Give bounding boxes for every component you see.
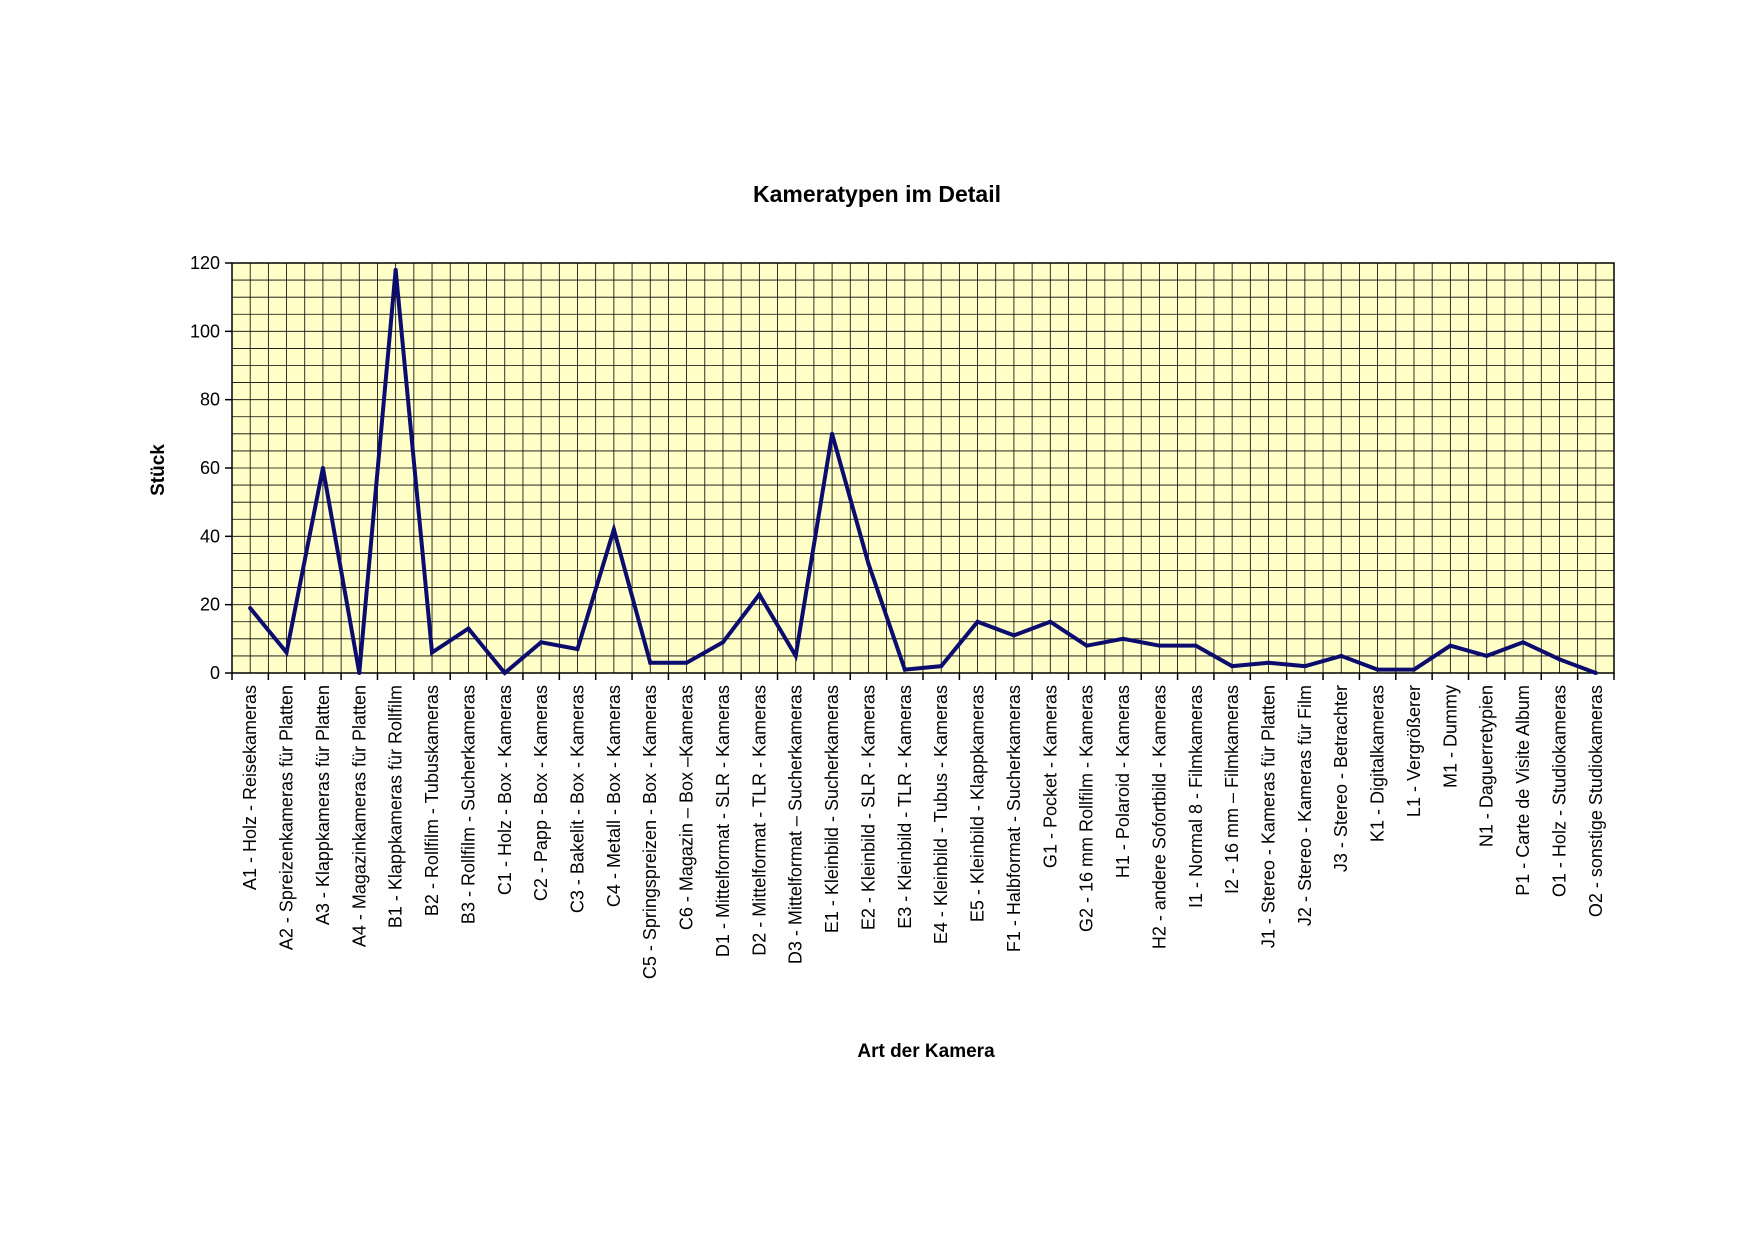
data-point <box>1011 633 1016 638</box>
data-point <box>393 267 398 272</box>
x-category-label: F1 - Halbformat - Sucherkameras <box>1004 685 1024 952</box>
x-category-label: I1 - Normal 8 - Filmkameras <box>1186 685 1206 908</box>
y-tick-label: 0 <box>210 663 220 683</box>
data-point <box>1375 667 1380 672</box>
x-category-label: N1 - Daguerretypien <box>1477 685 1497 847</box>
data-point <box>1230 664 1235 669</box>
data-point <box>357 671 362 675</box>
x-category-label: O1 - Holz - Studiokameras <box>1549 685 1569 897</box>
data-point <box>866 561 871 566</box>
y-axis-ticks: 0 20 40 60 80 100 120 <box>190 253 232 683</box>
x-category-label: L1 - Vergrößerer <box>1404 685 1424 817</box>
data-point <box>539 640 544 645</box>
x-axis-title: Art der Kamera <box>857 1041 995 1062</box>
x-category-label: E5 - Kleinbild - Klappkameras <box>968 685 988 922</box>
data-point <box>575 647 580 652</box>
data-point <box>1193 643 1198 648</box>
data-point <box>1521 640 1526 645</box>
data-point <box>939 664 944 669</box>
x-category-label: E4 - Kleinbild - Tubus - Kameras <box>931 685 951 944</box>
data-point <box>1339 653 1344 658</box>
x-category-label: H2 - andere Sofortbild - Kameras <box>1149 685 1169 949</box>
data-point <box>1121 636 1126 641</box>
x-category-label: G2 - 16 mm Rollfilm - Kameras <box>1077 685 1097 932</box>
x-category-label: B1 - Klappkameras für Rollfilm <box>386 685 406 928</box>
x-category-label: I2 - 16 mm – Filmkameras <box>1222 685 1242 894</box>
data-point <box>1266 660 1271 665</box>
data-point <box>1411 667 1416 672</box>
series-line <box>248 269 1597 676</box>
data-point <box>757 592 762 597</box>
y-tick-label: 80 <box>200 390 220 410</box>
x-category-label: D3 - Mittelformat – Sucherkameras <box>786 685 806 964</box>
y-tick-label: 20 <box>200 595 220 615</box>
data-points <box>248 267 1598 675</box>
x-category-label: H1 - Polaroid - Kameras <box>1113 685 1133 878</box>
horizontal-gridlines <box>232 279 1614 657</box>
data-point <box>720 640 725 645</box>
data-point <box>830 431 835 436</box>
x-category-label: M1 - Dummy <box>1440 685 1460 788</box>
x-category-label: C2 - Papp - Box - Kameras <box>531 685 551 901</box>
x-category-label: P1 - Carte de Visite Album <box>1513 685 1533 896</box>
y-tick-label: 120 <box>190 253 220 273</box>
x-category-label: A3 - Klappkameras für Platten <box>313 685 333 925</box>
data-point <box>1484 653 1489 658</box>
x-category-label: A4 - Magazinkameras für Platten <box>349 685 369 947</box>
x-category-label: C6 - Magazin – Box –Kameras <box>677 685 697 930</box>
x-axis-category-labels: A1 - Holz - Reisekameras A2 - Spreizenkam… <box>240 685 1606 979</box>
x-category-label: A1 - Holz - Reisekameras <box>240 685 260 890</box>
data-point <box>1048 619 1053 624</box>
x-category-label: C4 - Metall - Box - Kameras <box>604 685 624 907</box>
data-point <box>1157 643 1162 648</box>
data-point <box>902 667 907 672</box>
x-category-label: E1 - Kleinbild - Sucherkameras <box>822 685 842 933</box>
data-point <box>430 650 435 655</box>
x-axis-ticks <box>231 673 1615 680</box>
x-category-label: B2 - Rollfilm - Tubuskameras <box>422 685 442 916</box>
x-category-label: J2 - Stereo - Kameras für Film <box>1295 685 1315 926</box>
x-category-label: J3 - Stereo - Betrachter <box>1331 685 1351 872</box>
data-point <box>648 660 653 665</box>
x-category-label: E2 - Kleinbild - SLR - Kameras <box>858 685 878 930</box>
data-point <box>1593 671 1598 675</box>
data-point <box>1302 664 1307 669</box>
data-point <box>975 619 980 624</box>
x-category-label: G1 - Pocket - Kameras <box>1040 685 1060 868</box>
data-point <box>1557 657 1562 662</box>
x-category-label: C1 - Holz - Box - Kameras <box>495 685 515 895</box>
y-tick-label: 40 <box>200 526 220 546</box>
data-point <box>611 527 616 532</box>
data-point <box>1448 643 1453 648</box>
x-category-label: C5 - Springspreizen - Box - Kameras <box>640 685 660 979</box>
x-category-label: B3 - Rollfilm - Sucherkameras <box>458 685 478 924</box>
x-category-label: D2 - Mittelformat - TLR - Kameras <box>749 685 769 956</box>
data-point <box>320 466 325 470</box>
x-category-label: K1 - Digitalkameras <box>1368 685 1388 842</box>
data-point <box>502 671 507 675</box>
y-axis-title: Stück <box>148 444 169 496</box>
data-point <box>248 606 253 611</box>
x-category-label: D1 - Mittelformat - SLR - Kameras <box>713 685 733 957</box>
y-tick-label: 100 <box>190 321 220 341</box>
x-category-label: E3 - Kleinbild - TLR - Kameras <box>895 685 915 929</box>
data-point <box>284 650 289 655</box>
y-tick-label: 60 <box>200 458 220 478</box>
data-point <box>1084 643 1089 648</box>
data-point <box>466 626 471 631</box>
data-point <box>684 660 689 665</box>
x-category-label: A2 - Spreizenkameras für Platten <box>277 685 297 950</box>
x-category-label: C3 - Bakelit - Box - Kameras <box>568 685 588 913</box>
chart-title: Kameratypen im Detail <box>753 181 1001 207</box>
x-category-label: J1 - Stereo - Kameras für Platten <box>1259 685 1279 948</box>
x-category-label: O2 - sonstige Studiokameras <box>1586 685 1606 917</box>
data-point <box>793 653 798 658</box>
